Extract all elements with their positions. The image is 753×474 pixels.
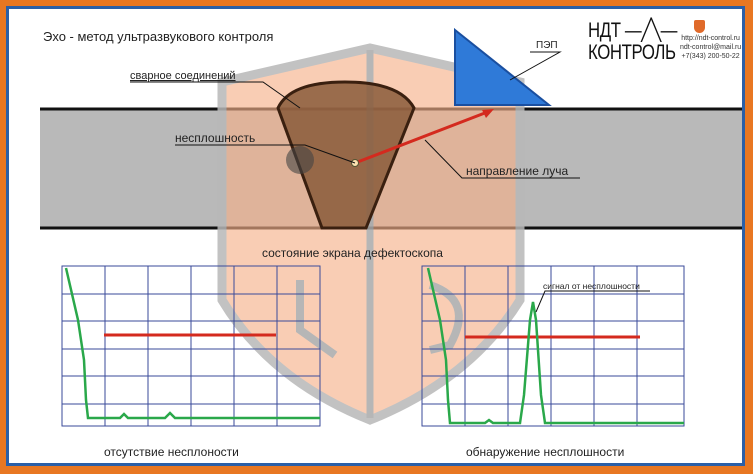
phone: +7(343) 200-50-22	[681, 53, 740, 60]
pulse-icon: —╱╲—	[624, 19, 678, 42]
radiation-watermark-icon	[286, 146, 314, 174]
diagram-title: Эхо - метод ультразвукового контроля	[43, 29, 273, 44]
signal-leader	[535, 290, 650, 313]
echo-trace	[426, 267, 684, 425]
website: http://ndt-control.ru	[681, 35, 740, 42]
beam-leader	[424, 139, 580, 179]
echo-trace	[64, 267, 320, 420]
screen-label: состояние экрана дефектоскопа	[262, 246, 443, 260]
screen-flaw-detected	[421, 265, 685, 427]
signal-label: сигнал от несплошности	[543, 281, 640, 291]
flaw-label: несплошность	[175, 131, 255, 145]
email: ndt-control@mail.ru	[680, 44, 742, 51]
logo-line1: НДТ	[588, 19, 621, 42]
logo-wordmark: НДТ —╱╲— КОНТРОЛЬ	[588, 20, 677, 64]
contacts: http://ndt-control.ru ndt-control@mail.r…	[680, 34, 741, 61]
flaw-found-caption: обнаружение несплошности	[466, 445, 624, 459]
beam-arrowhead-icon	[482, 109, 494, 118]
ndt-control-logo: НДТ —╱╲— КОНТРОЛЬ http://ndt-control.ru …	[584, 14, 742, 74]
no-flaw-caption: отсутствие несплоности	[104, 445, 239, 459]
probe-leader	[509, 51, 562, 81]
diagram-frame: Эхо - метод ультразвукового контроля сва…	[6, 6, 745, 466]
screen-no-flaw	[61, 265, 321, 427]
flaw-leader	[175, 144, 356, 164]
shield-icon	[694, 20, 705, 33]
beam-label: направление луча	[466, 164, 569, 178]
probe-label: ПЭП	[536, 40, 558, 51]
probe-transducer	[454, 27, 552, 106]
weld-label: сварное соединений	[130, 70, 236, 82]
weld-joint	[276, 80, 416, 230]
echo-method-diagram: Эхо - метод ультразвукового контроля сва…	[40, 27, 742, 459]
logo-line2: КОНТРОЛЬ	[588, 41, 676, 64]
weld-leader	[130, 81, 301, 109]
beam-arrow	[354, 109, 491, 165]
